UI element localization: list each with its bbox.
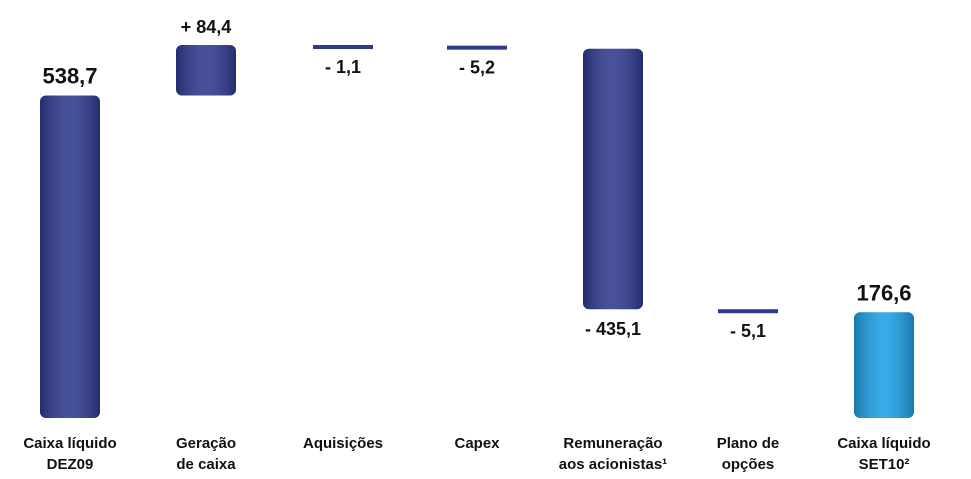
x-tick-label-line: Plano de <box>717 435 780 452</box>
bar <box>718 309 778 314</box>
x-tick-label: Plano de opções <box>717 435 780 473</box>
bar-shade <box>583 48 643 310</box>
bar <box>447 45 507 50</box>
bar <box>313 45 373 49</box>
value-label: 538,7 <box>42 64 97 89</box>
x-tick-label: Aquisições <box>303 435 383 452</box>
x-tick-label-line: aos acionistas¹ <box>559 456 667 473</box>
value-label: + 84,4 <box>181 17 232 37</box>
x-tick-label: Caixa líquido SET10² <box>837 435 930 473</box>
x-tick-label-line: Caixa líquido <box>23 435 116 452</box>
x-tick-label-line: Aquisições <box>303 435 383 452</box>
x-tick-label-line: Capex <box>454 435 500 452</box>
x-tick-label: Remuneração aos acionistas¹ <box>559 435 667 473</box>
x-tick-label-line: SET10² <box>859 456 910 473</box>
x-tick-label: Capex <box>454 435 500 452</box>
x-tick-label: Geração de caixa <box>176 435 236 473</box>
value-label: - 435,1 <box>585 319 641 339</box>
x-tick-label: Caixa líquido DEZ09 <box>23 435 116 473</box>
value-label: 176,6 <box>856 280 911 305</box>
value-label: - 5,1 <box>730 321 766 341</box>
bar-shade <box>854 312 914 418</box>
bar-shade <box>176 45 236 96</box>
bar-shade <box>40 95 100 419</box>
x-tick-label-line: Remuneração <box>563 435 662 452</box>
x-tick-label-line: DEZ09 <box>47 456 94 473</box>
value-label: - 1,1 <box>325 57 361 77</box>
x-tick-label-line: opções <box>722 456 775 473</box>
x-tick-label-line: de caixa <box>176 456 236 473</box>
x-tick-label-line: Geração <box>176 435 236 452</box>
x-tick-label-line: Caixa líquido <box>837 435 930 452</box>
value-label: - 5,2 <box>459 58 495 78</box>
